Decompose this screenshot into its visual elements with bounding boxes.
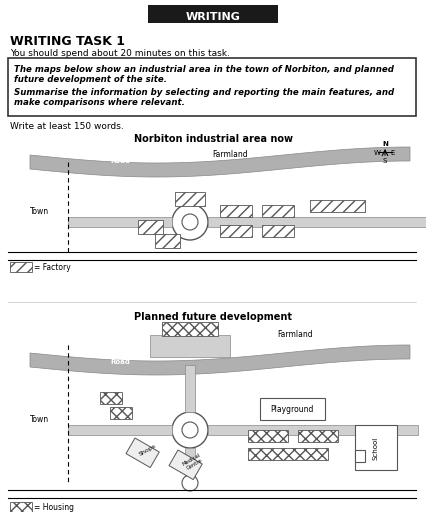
Circle shape: [182, 475, 198, 491]
Bar: [248, 448, 328, 460]
Text: The maps below show an industrial area in the town of Norbiton, and planned: The maps below show an industrial area i…: [14, 65, 394, 74]
Bar: [150, 335, 230, 357]
Bar: [310, 200, 365, 212]
Bar: [220, 205, 252, 217]
Bar: [248, 430, 288, 442]
Bar: [355, 450, 365, 462]
Bar: [185, 448, 195, 483]
Text: Summarise the information by selecting and reporting the main features, and: Summarise the information by selecting a…: [14, 88, 394, 97]
Text: Planned future development: Planned future development: [134, 312, 292, 322]
PathPatch shape: [30, 147, 410, 177]
Text: WRITING: WRITING: [186, 12, 240, 22]
Bar: [68, 217, 172, 227]
FancyBboxPatch shape: [8, 58, 416, 116]
Text: future development of the site.: future development of the site.: [14, 75, 167, 84]
Text: Norbiton industrial area now: Norbiton industrial area now: [133, 134, 293, 144]
PathPatch shape: [30, 345, 410, 375]
Bar: [169, 450, 202, 480]
Bar: [148, 5, 278, 23]
Text: You should spend about 20 minutes on this task.: You should spend about 20 minutes on thi…: [10, 49, 230, 58]
Bar: [110, 407, 132, 419]
Bar: [126, 438, 159, 467]
Bar: [355, 425, 397, 470]
Text: W: W: [374, 150, 380, 156]
Text: make comparisons where relevant.: make comparisons where relevant.: [14, 98, 185, 107]
Bar: [162, 322, 218, 336]
Text: Shops: Shops: [138, 443, 158, 457]
Bar: [208, 425, 418, 435]
Circle shape: [182, 214, 198, 230]
Bar: [220, 225, 252, 237]
Text: Town: Town: [30, 207, 49, 217]
Text: School: School: [373, 436, 379, 460]
Text: = Housing: = Housing: [34, 503, 74, 512]
Text: Farmland: Farmland: [212, 150, 248, 159]
Bar: [10, 502, 32, 512]
Bar: [138, 220, 163, 234]
Text: = Factory: = Factory: [34, 264, 71, 272]
Bar: [155, 234, 180, 248]
Text: S: S: [383, 158, 387, 164]
Bar: [10, 262, 32, 272]
Text: Playground: Playground: [271, 406, 314, 415]
Text: WRITING TASK 1: WRITING TASK 1: [10, 35, 125, 48]
Text: Medical
Centre: Medical Centre: [181, 452, 204, 472]
Text: Road: Road: [110, 359, 130, 365]
Bar: [262, 225, 294, 237]
Circle shape: [182, 422, 198, 438]
Bar: [208, 217, 426, 227]
Bar: [262, 205, 294, 217]
Text: N: N: [382, 141, 388, 147]
Bar: [100, 392, 122, 404]
Bar: [175, 192, 205, 206]
Text: E: E: [391, 150, 395, 156]
Text: Farmland: Farmland: [277, 330, 313, 339]
Bar: [185, 365, 195, 412]
Bar: [68, 425, 172, 435]
Text: Town: Town: [30, 416, 49, 424]
Text: Road: Road: [110, 158, 130, 164]
Text: Write at least 150 words.: Write at least 150 words.: [10, 122, 124, 131]
Bar: [260, 398, 325, 420]
Bar: [298, 430, 338, 442]
